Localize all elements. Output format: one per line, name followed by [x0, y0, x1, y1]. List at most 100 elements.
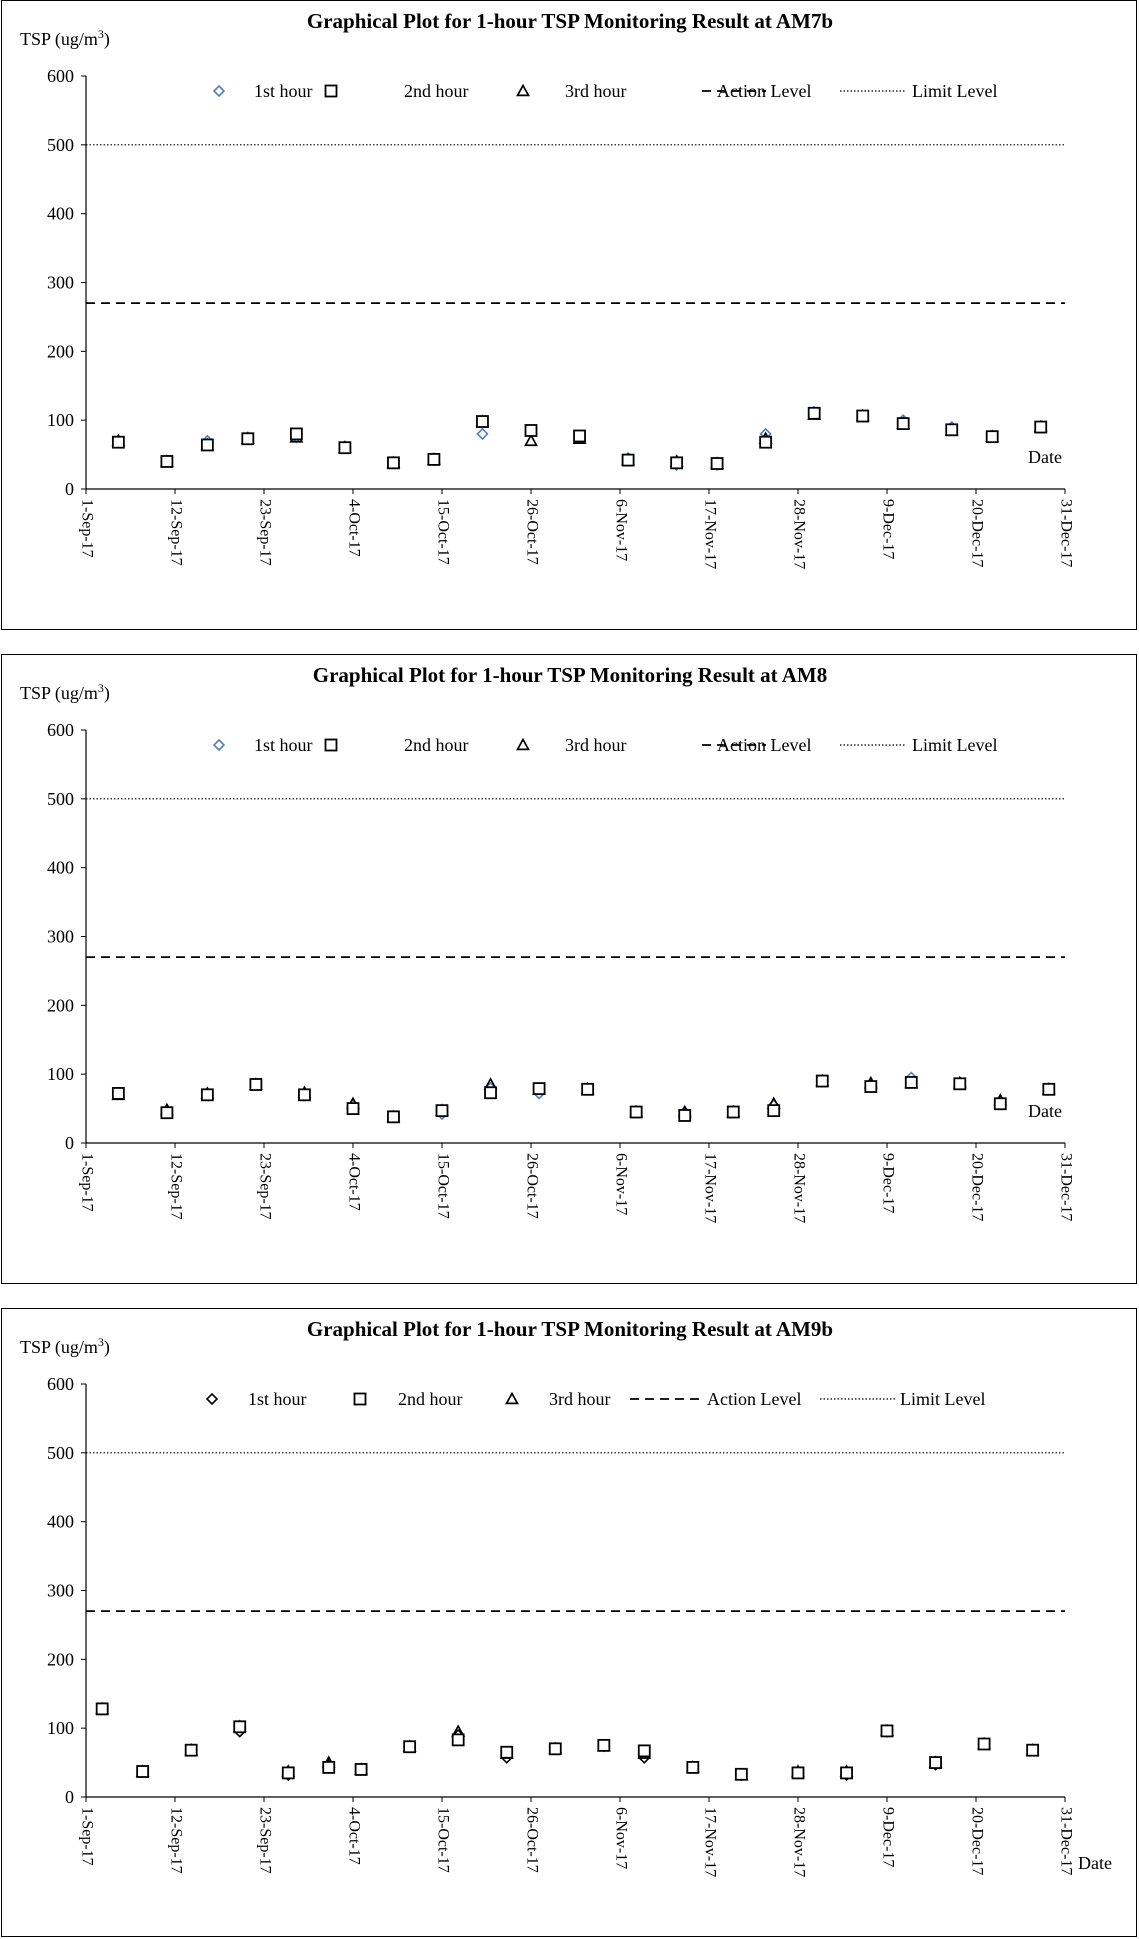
- x-tick-label: 9-Dec-17: [879, 499, 896, 559]
- data-points: [111, 1071, 1056, 1124]
- y-tick-label: 400: [47, 1512, 74, 1532]
- chart-svg-am7b: Graphical Plot for 1-hour TSP Monitoring…: [20, 9, 1074, 569]
- chart-title: Graphical Plot for 1-hour TSP Monitoring…: [313, 663, 828, 687]
- legend-label-action-level: Action Level: [717, 81, 811, 101]
- legend-label-2nd-hour: 2nd hour: [398, 1389, 463, 1409]
- point-2nd-hour: [111, 1087, 125, 1100]
- chart-panel-am7b: Graphical Plot for 1-hour TSP Monitoring…: [1, 0, 1137, 630]
- point-2nd-hour: [403, 1740, 417, 1754]
- point-2nd-hour: [249, 1078, 263, 1091]
- y-axis-label-close: ): [104, 29, 110, 50]
- point-2nd-hour: [573, 429, 586, 443]
- chart-panel-am8: Graphical Plot for 1-hour TSP Monitoring…: [1, 654, 1137, 1284]
- legend-label-3rd-hour: 3rd hour: [565, 735, 627, 755]
- y-axis-label-superscript: 3: [98, 1335, 104, 1349]
- legend-triangle-icon: [505, 1391, 519, 1405]
- point-2nd-hour: [427, 453, 441, 466]
- point-2nd-hour: [904, 1076, 918, 1089]
- y-tick-label: 600: [47, 66, 74, 86]
- y-tick-label: 500: [47, 1443, 74, 1463]
- y-axis-label-close: ): [104, 1337, 110, 1358]
- legend-square-icon: [324, 84, 338, 98]
- legend-diamond-icon: [212, 738, 226, 752]
- point-2nd-hour: [1026, 1743, 1040, 1757]
- point-2nd-hour: [241, 432, 255, 446]
- legend-diamond-icon: [212, 84, 226, 98]
- point-1st-hour: [476, 427, 489, 441]
- y-axis-label: TSP (ug/m3): [20, 1335, 110, 1358]
- legend-label-2nd-hour: 2nd hour: [404, 81, 469, 101]
- x-tick-label: 6-Nov-17: [612, 1153, 629, 1215]
- chart-svg-am9b: Graphical Plot for 1-hour TSP Monitoring…: [20, 1317, 1112, 1877]
- point-2nd-hour: [387, 456, 400, 470]
- legend-label-1st-hour: 1st hour: [248, 1389, 307, 1409]
- x-tick-label: 23-Sep-17: [256, 499, 273, 566]
- y-tick-label: 0: [65, 479, 74, 499]
- x-tick-label: 31-Dec-17: [1057, 1807, 1074, 1875]
- point-2nd-hour: [281, 1766, 295, 1780]
- point-2nd-hour: [1042, 1082, 1056, 1096]
- point-2nd-hour: [233, 1720, 247, 1734]
- x-tick-label: 31-Dec-17: [1057, 1153, 1074, 1221]
- x-tick-label: 9-Dec-17: [879, 1807, 896, 1867]
- y-tick-label: 0: [65, 1133, 74, 1153]
- x-tick-label: 28-Nov-17: [790, 1153, 807, 1223]
- point-2nd-hour: [435, 1104, 449, 1118]
- y-tick-label: 300: [47, 273, 74, 293]
- x-tick-label: 26-Oct-17: [523, 1153, 540, 1219]
- x-tick-label: 31-Dec-17: [1057, 499, 1074, 567]
- y-tick-label: 300: [47, 927, 74, 947]
- legend-diamond-icon: [205, 1392, 219, 1406]
- y-axis-label-close: ): [104, 683, 110, 704]
- legend-label-action-level: Action Level: [707, 1389, 801, 1409]
- y-axis-label-text: TSP (ug/m: [20, 1337, 98, 1358]
- x-axis-label: Date: [1028, 447, 1062, 467]
- y-tick-label: 300: [47, 1581, 74, 1601]
- x-tick-label: 9-Dec-17: [879, 1153, 896, 1213]
- legend-label-3rd-hour: 3rd hour: [565, 81, 627, 101]
- x-tick-label: 20-Dec-17: [968, 1153, 985, 1221]
- legend-square-icon: [324, 738, 338, 752]
- x-axis-label: Date: [1078, 1853, 1112, 1873]
- point-2nd-hour: [807, 406, 821, 420]
- point-2nd-hour: [200, 1088, 214, 1102]
- y-axis-label: TSP (ug/m3): [20, 681, 110, 704]
- y-tick-label: 400: [47, 204, 74, 224]
- y-axis-label-text: TSP (ug/m: [20, 683, 98, 704]
- x-tick-label: 6-Nov-17: [612, 499, 629, 561]
- y-tick-label: 200: [47, 995, 74, 1015]
- x-tick-label: 17-Nov-17: [701, 1807, 718, 1877]
- legend-triangle-icon: [516, 737, 530, 751]
- x-tick-label: 12-Sep-17: [167, 499, 184, 566]
- x-tick-label: 20-Dec-17: [968, 499, 985, 567]
- point-2nd-hour: [734, 1767, 748, 1781]
- point-2nd-hour: [929, 1756, 942, 1769]
- point-2nd-hour: [759, 435, 773, 449]
- x-tick-label: 23-Sep-17: [256, 1153, 273, 1220]
- point-2nd-hour: [160, 1106, 174, 1120]
- x-tick-label: 4-Oct-17: [345, 1153, 362, 1211]
- legend-square-icon: [353, 1392, 367, 1406]
- x-tick-label: 17-Nov-17: [701, 1153, 718, 1223]
- point-3rd-hour: [524, 433, 538, 447]
- x-tick-label: 26-Oct-17: [523, 499, 540, 565]
- y-axis-label: TSP (ug/m3): [20, 27, 110, 50]
- legend-label-3rd-hour: 3rd hour: [549, 1389, 611, 1409]
- x-tick-label: 1-Sep-17: [78, 499, 95, 558]
- point-2nd-hour: [629, 1105, 643, 1119]
- y-tick-label: 100: [47, 1064, 74, 1084]
- x-tick-label: 15-Oct-17: [434, 1807, 451, 1873]
- y-tick-label: 600: [47, 1374, 74, 1394]
- point-2nd-hour: [184, 1743, 198, 1757]
- point-2nd-hour: [791, 1766, 805, 1780]
- y-tick-label: 200: [47, 1649, 74, 1669]
- x-tick-label: 15-Oct-17: [434, 1153, 451, 1219]
- y-axis-label-superscript: 3: [98, 681, 104, 695]
- y-tick-label: 0: [65, 1787, 74, 1807]
- y-tick-label: 100: [47, 410, 74, 430]
- point-2nd-hour: [322, 1761, 336, 1774]
- x-tick-label: 1-Sep-17: [78, 1153, 95, 1212]
- point-2nd-hour: [1034, 420, 1048, 434]
- point-2nd-hour: [880, 1724, 894, 1738]
- legend-label-limit-level: Limit Level: [900, 1389, 985, 1409]
